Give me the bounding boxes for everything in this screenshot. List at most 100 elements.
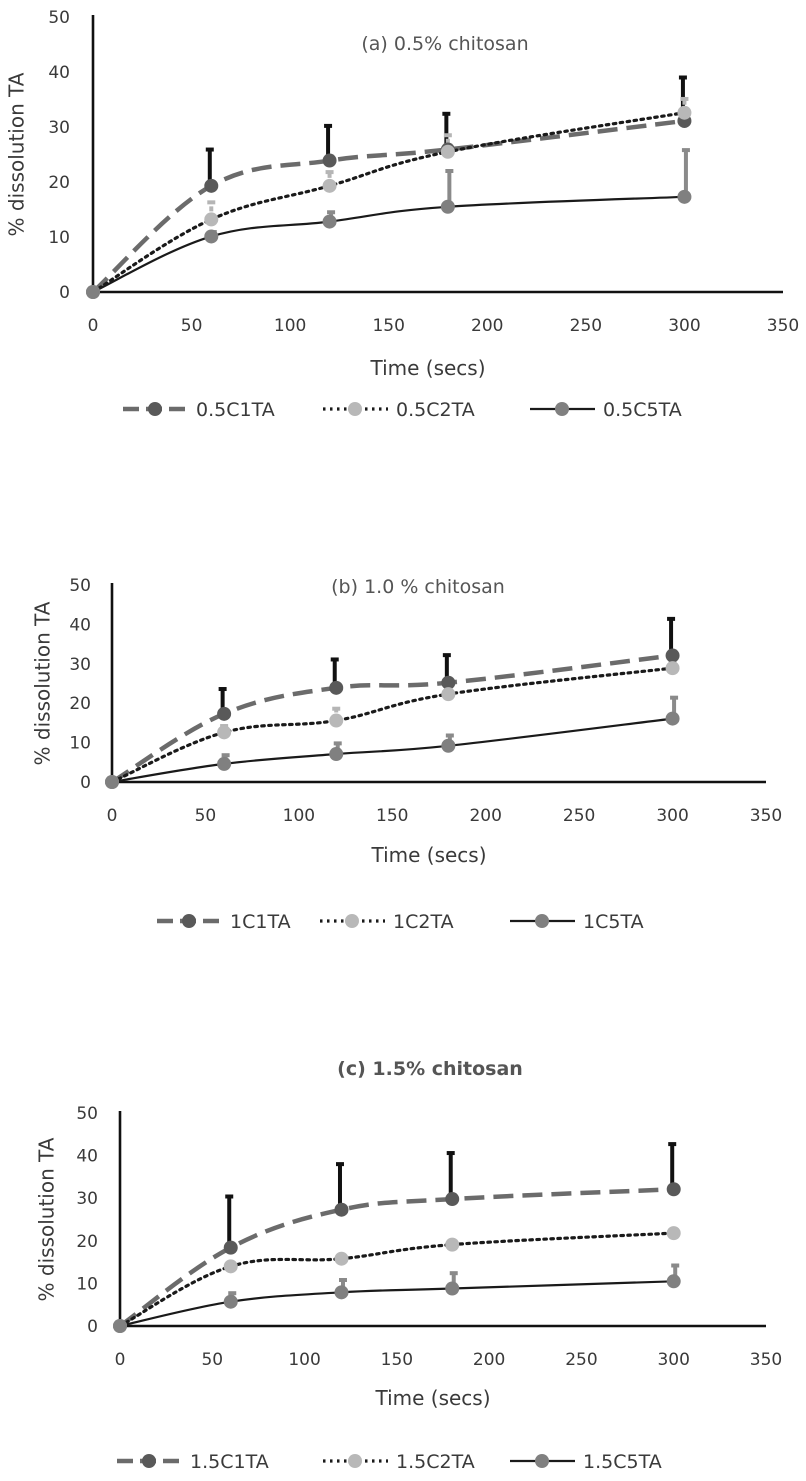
x-tick-label: 200 bbox=[471, 316, 503, 336]
x-tick-label: 0 bbox=[88, 316, 99, 336]
data-point-1C1TA bbox=[329, 680, 344, 695]
x-tick-label: 350 bbox=[750, 806, 782, 826]
x-axis-title: Time (secs) bbox=[369, 356, 485, 380]
x-tick-label: 250 bbox=[570, 316, 602, 336]
x-axis-title: Time (secs) bbox=[370, 843, 486, 867]
legend-swatch-marker bbox=[535, 914, 549, 928]
data-point-1C1TA bbox=[665, 648, 680, 663]
legend-swatch-marker bbox=[348, 402, 362, 416]
series-line-0.5C1TA bbox=[91, 118, 685, 294]
y-tick-label: 40 bbox=[48, 63, 70, 83]
x-tick-label: 250 bbox=[563, 806, 595, 826]
legend-label: 0.5C1TA bbox=[196, 399, 275, 421]
legend-item: 1C1TA bbox=[157, 911, 291, 933]
data-point-1C1TA bbox=[441, 675, 456, 690]
data-point-1C2TA bbox=[665, 661, 680, 676]
legend-item: 1.5C5TA bbox=[510, 1451, 662, 1473]
data-point-1C2TA bbox=[217, 725, 232, 740]
series-line-1C2TA bbox=[110, 666, 675, 784]
series-line-1C1TA bbox=[110, 653, 673, 784]
y-tick-label: 20 bbox=[48, 173, 70, 193]
data-point-1.5C5TA bbox=[334, 1285, 349, 1300]
data-point-0.5C5TA bbox=[86, 285, 100, 299]
x-tick-label: 150 bbox=[381, 1350, 413, 1370]
chart-title: (b) 1.0 % chitosan bbox=[331, 576, 505, 598]
y-tick-label: 40 bbox=[69, 615, 91, 635]
x-tick-label: 100 bbox=[288, 1350, 320, 1370]
legend-label: 1C2TA bbox=[393, 911, 454, 933]
chart-title: (a) 0.5% chitosan bbox=[361, 33, 528, 55]
series-line-0.5C5TA bbox=[92, 195, 685, 293]
data-point-1C2TA bbox=[329, 713, 344, 728]
y-tick-label: 0 bbox=[59, 283, 70, 303]
y-axis-title: % dissolution TA bbox=[35, 1137, 59, 1301]
data-point-1.5C5TA bbox=[113, 1319, 127, 1333]
data-point-1.5C1TA bbox=[223, 1240, 238, 1255]
data-point-1.5C2TA bbox=[223, 1259, 238, 1274]
y-tick-label: 30 bbox=[69, 655, 91, 675]
data-point-1.5C1TA bbox=[334, 1202, 349, 1217]
y-tick-label: 10 bbox=[69, 734, 91, 754]
legend-swatch-marker bbox=[182, 914, 196, 928]
x-tick-label: 350 bbox=[750, 1350, 782, 1370]
data-point-1.5C2TA bbox=[334, 1251, 349, 1266]
data-point-1C2TA bbox=[441, 687, 456, 702]
legend-label: 1.5C1TA bbox=[190, 1451, 269, 1473]
legend-item: 0.5C5TA bbox=[530, 399, 682, 421]
x-tick-label: 300 bbox=[657, 1350, 689, 1370]
data-point-1.5C5TA bbox=[223, 1294, 238, 1309]
x-tick-label: 300 bbox=[668, 316, 700, 336]
legend-swatch-marker bbox=[348, 1454, 362, 1468]
data-point-1C5TA bbox=[329, 747, 344, 762]
legend-label: 0.5C5TA bbox=[603, 399, 682, 421]
series-line-1.5C1TA bbox=[118, 1187, 674, 1328]
x-tick-label: 50 bbox=[195, 806, 217, 826]
y-tick-label: 50 bbox=[76, 1104, 98, 1124]
legend-swatch-marker bbox=[345, 914, 359, 928]
data-point-0.5C1TA bbox=[322, 153, 337, 168]
legend-label: 1C1TA bbox=[230, 911, 291, 933]
x-tick-label: 350 bbox=[767, 316, 799, 336]
legend-item: 1C5TA bbox=[510, 911, 644, 933]
chart-2: 0 50 100 150 200 250 300 350 0 10 20 30 40 50 Time (se… bbox=[31, 576, 783, 933]
legend-item: 1.5C2TA bbox=[323, 1451, 475, 1473]
chart-3: 0 50 100 150 200 250 300 350 0 10 20 30 40 50 Time (se… bbox=[35, 1058, 783, 1473]
y-tick-label: 0 bbox=[87, 1317, 98, 1337]
chart-title: (c) 1.5% chitosan bbox=[337, 1058, 523, 1080]
x-tick-label: 150 bbox=[372, 316, 404, 336]
legend-item: 1C2TA bbox=[320, 911, 454, 933]
x-tick-label: 200 bbox=[473, 1350, 505, 1370]
legend-swatch-marker bbox=[535, 1454, 549, 1468]
legend-item: 1.5C1TA bbox=[117, 1451, 269, 1473]
series-line-1C5TA bbox=[111, 717, 673, 784]
data-point-0.5C2TA bbox=[440, 144, 455, 159]
y-tick-label: 20 bbox=[69, 694, 91, 714]
y-axis-title: % dissolution TA bbox=[31, 601, 55, 765]
legend-label: 1.5C5TA bbox=[583, 1451, 662, 1473]
x-tick-label: 200 bbox=[469, 806, 501, 826]
x-tick-label: 100 bbox=[283, 806, 315, 826]
y-tick-label: 30 bbox=[48, 118, 70, 138]
data-point-0.5C5TA bbox=[322, 214, 337, 229]
series-line-0.5C2TA bbox=[91, 111, 686, 294]
chart-1: 0 50 100 150 200 250 300 350 0 10 20 30 40 50 Time (se… bbox=[5, 8, 800, 421]
data-point-1.5C1TA bbox=[445, 1192, 460, 1207]
data-point-0.5C5TA bbox=[204, 229, 219, 244]
legend-swatch-marker bbox=[148, 402, 162, 416]
data-point-0.5C2TA bbox=[677, 105, 692, 120]
x-tick-label: 50 bbox=[181, 316, 203, 336]
data-point-0.5C5TA bbox=[440, 199, 455, 214]
data-point-1C5TA bbox=[441, 738, 456, 753]
data-point-1C5TA bbox=[105, 775, 119, 789]
x-tick-label: 50 bbox=[201, 1350, 223, 1370]
legend-label: 0.5C2TA bbox=[396, 399, 475, 421]
x-axis-title: Time (secs) bbox=[374, 1386, 490, 1410]
data-point-0.5C2TA bbox=[204, 212, 219, 227]
y-tick-label: 10 bbox=[76, 1274, 98, 1294]
data-point-1C5TA bbox=[665, 711, 680, 726]
data-point-1C1TA bbox=[217, 706, 232, 721]
x-tick-label: 0 bbox=[115, 1350, 126, 1370]
legend-swatch-marker bbox=[142, 1454, 156, 1468]
y-tick-label: 50 bbox=[48, 8, 70, 28]
